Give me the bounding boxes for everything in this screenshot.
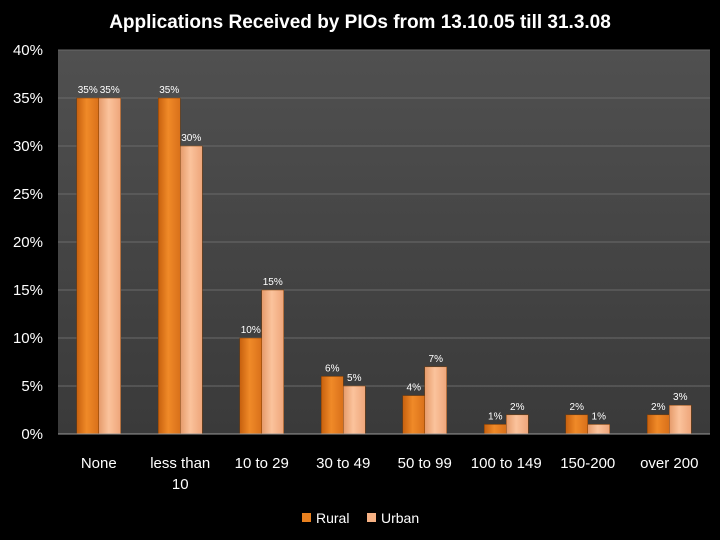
y-tick-label: 0% bbox=[21, 426, 43, 443]
data-label-rural: 35% bbox=[78, 85, 98, 96]
x-axis-categories: None less than 10 10 to 29 30 to 49 50 to 99 1… bbox=[81, 455, 699, 493]
x-category-label: 50 to 99 bbox=[398, 455, 452, 472]
bar-rural bbox=[565, 414, 588, 435]
data-label-urban: 3% bbox=[673, 392, 688, 403]
data-label-rural: 6% bbox=[325, 363, 340, 374]
data-label-rural: 4% bbox=[407, 383, 422, 394]
data-label-urban: 15% bbox=[263, 277, 283, 288]
x-category-label: 10 to 29 bbox=[235, 455, 289, 472]
bar-urban bbox=[424, 366, 447, 435]
data-label-urban: 2% bbox=[510, 402, 525, 413]
data-label-rural: 1% bbox=[488, 411, 503, 422]
legend-swatch-urban bbox=[367, 513, 376, 522]
data-label-rural: 2% bbox=[651, 402, 666, 413]
y-tick-label: 40% bbox=[13, 42, 43, 59]
bar-urban bbox=[587, 424, 610, 435]
x-category-label: 150-200 bbox=[560, 455, 615, 472]
data-label-urban: 5% bbox=[347, 373, 362, 384]
legend-label-urban: Urban bbox=[381, 510, 419, 526]
x-category-label: 30 to 49 bbox=[316, 455, 370, 472]
data-label-rural: 35% bbox=[159, 85, 179, 96]
data-label-urban: 35% bbox=[100, 85, 120, 96]
y-tick-label: 30% bbox=[13, 138, 43, 155]
x-category-label: less than bbox=[150, 455, 210, 472]
data-labels: 35% 35% 35%30%10%15%6%5%4%7%1%2% 2%1%2%3% bbox=[78, 85, 688, 422]
bar-urban bbox=[506, 414, 529, 435]
bar-rural bbox=[76, 97, 99, 435]
bar-urban bbox=[669, 404, 692, 435]
y-tick-label: 15% bbox=[13, 282, 43, 299]
y-tick-label: 20% bbox=[13, 234, 43, 251]
bar-rural bbox=[647, 414, 670, 435]
bar-rural bbox=[321, 376, 344, 435]
y-tick-label: 5% bbox=[21, 378, 43, 395]
bar-rural bbox=[239, 337, 262, 435]
y-axis-ticks: 0% 5% 10% 15% 20% 25% 30% 35% 40% bbox=[13, 42, 43, 443]
y-tick-label: 35% bbox=[13, 90, 43, 107]
bar-urban bbox=[98, 97, 121, 435]
bar-urban bbox=[180, 145, 203, 435]
data-label-urban: 7% bbox=[429, 354, 444, 365]
y-tick-label: 25% bbox=[13, 186, 43, 203]
bar-urban bbox=[343, 385, 366, 435]
data-label-rural: 10% bbox=[241, 325, 261, 336]
x-category-label: 10 bbox=[172, 476, 189, 493]
y-tick-label: 10% bbox=[13, 330, 43, 347]
bar-rural bbox=[402, 395, 425, 435]
x-category-label: over 200 bbox=[640, 455, 698, 472]
x-category-label: None bbox=[81, 455, 117, 472]
data-label-rural: 2% bbox=[570, 402, 585, 413]
chart-title: Applications Received by PIOs from 13.10… bbox=[109, 12, 611, 33]
bar-urban bbox=[261, 289, 284, 435]
legend-swatch-rural bbox=[302, 513, 311, 522]
legend-label-rural: Rural bbox=[316, 510, 349, 526]
data-label-urban: 30% bbox=[181, 133, 201, 144]
bar-rural bbox=[484, 424, 507, 435]
x-category-label: 100 to 149 bbox=[471, 455, 542, 472]
data-label-urban: 1% bbox=[592, 411, 607, 422]
bar-rural bbox=[158, 97, 181, 435]
legend: Rural Urban bbox=[302, 510, 419, 526]
